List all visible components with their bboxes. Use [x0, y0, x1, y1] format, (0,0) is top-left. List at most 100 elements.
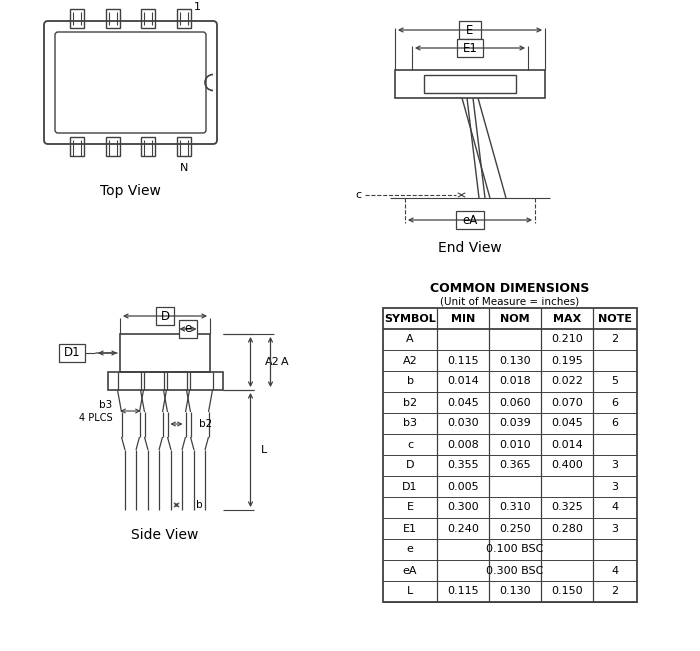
Bar [177, 137, 191, 156]
Text: b2: b2 [403, 398, 417, 408]
Text: (Unit of Measure = inches): (Unit of Measure = inches) [440, 296, 580, 306]
Text: e: e [184, 322, 192, 335]
Text: 0.045: 0.045 [551, 419, 583, 428]
Text: NOTE: NOTE [598, 314, 632, 324]
Text: 0.022: 0.022 [551, 376, 583, 387]
Text: D: D [160, 309, 169, 322]
Text: 0.030: 0.030 [447, 419, 479, 428]
Text: End View: End View [438, 241, 502, 255]
Text: 3: 3 [612, 482, 619, 492]
Text: 0.310: 0.310 [499, 503, 531, 512]
Text: 0.060: 0.060 [499, 398, 531, 408]
Bar [108, 372, 223, 390]
Bar [424, 75, 516, 93]
Bar [156, 307, 174, 325]
Text: 0.325: 0.325 [551, 503, 583, 512]
Text: A2: A2 [402, 355, 417, 365]
Bar [70, 137, 84, 156]
Text: E: E [466, 23, 474, 36]
Text: D: D [406, 460, 414, 471]
Text: L: L [407, 587, 413, 596]
Text: 0.045: 0.045 [447, 398, 479, 408]
Text: A: A [281, 357, 288, 367]
Text: b3: b3 [403, 419, 417, 428]
Text: 0.070: 0.070 [551, 398, 583, 408]
Text: 6: 6 [612, 419, 619, 428]
Text: 0.039: 0.039 [499, 419, 531, 428]
Text: b3: b3 [99, 400, 113, 410]
Text: Top View: Top View [100, 184, 161, 198]
Text: 0.010: 0.010 [499, 439, 531, 449]
Text: c: c [355, 190, 361, 200]
Text: 0.300: 0.300 [447, 503, 479, 512]
Bar [106, 137, 120, 156]
Bar [59, 344, 85, 362]
Text: 5: 5 [612, 376, 619, 387]
Bar [457, 39, 483, 57]
Text: COMMON DIMENSIONS: COMMON DIMENSIONS [430, 281, 589, 294]
Text: eA: eA [402, 566, 417, 575]
Bar [177, 9, 191, 28]
Text: D1: D1 [64, 346, 80, 359]
Bar [456, 211, 484, 229]
Text: 0.130: 0.130 [499, 587, 531, 596]
Text: 0.008: 0.008 [447, 439, 479, 449]
Text: 4: 4 [611, 503, 619, 512]
Bar [395, 70, 545, 98]
Text: b: b [196, 500, 202, 510]
Text: b: b [407, 376, 414, 387]
Text: E1: E1 [403, 523, 417, 534]
Text: 0.130: 0.130 [499, 355, 531, 365]
Bar [120, 334, 210, 372]
Text: SYMBOL: SYMBOL [384, 314, 436, 324]
Text: 0.018: 0.018 [499, 376, 531, 387]
Text: A: A [406, 335, 414, 344]
Text: 0.115: 0.115 [447, 587, 479, 596]
Text: 0.005: 0.005 [447, 482, 479, 492]
Text: 0.210: 0.210 [551, 335, 583, 344]
Text: 3: 3 [612, 460, 619, 471]
Text: 0.195: 0.195 [551, 355, 583, 365]
Text: eA: eA [463, 214, 477, 227]
Text: b2: b2 [199, 419, 213, 429]
Text: 0.300 BSC: 0.300 BSC [486, 566, 544, 575]
Bar [141, 9, 155, 28]
Text: 2: 2 [611, 335, 619, 344]
Text: 1: 1 [194, 2, 201, 12]
Text: MIN: MIN [451, 314, 475, 324]
Text: e: e [407, 544, 414, 555]
Text: c: c [407, 439, 413, 449]
Text: 4 PLCS: 4 PLCS [79, 413, 113, 423]
Bar [179, 320, 197, 338]
FancyBboxPatch shape [44, 21, 217, 144]
Text: L: L [260, 445, 267, 455]
Text: N: N [180, 163, 188, 173]
Bar [141, 137, 155, 156]
Text: A2: A2 [265, 357, 279, 367]
Text: 0.365: 0.365 [499, 460, 531, 471]
Text: 0.355: 0.355 [447, 460, 479, 471]
Text: D1: D1 [402, 482, 418, 492]
Bar [106, 9, 120, 28]
Text: MAX: MAX [553, 314, 581, 324]
Text: 3: 3 [612, 523, 619, 534]
Bar [383, 308, 637, 602]
Bar [459, 21, 481, 39]
Text: 0.250: 0.250 [499, 523, 531, 534]
Text: 2: 2 [611, 587, 619, 596]
Text: E1: E1 [463, 42, 477, 55]
Text: 0.400: 0.400 [551, 460, 583, 471]
Text: 0.014: 0.014 [551, 439, 583, 449]
Text: 0.280: 0.280 [551, 523, 583, 534]
Text: 0.100 BSC: 0.100 BSC [486, 544, 544, 555]
Text: 6: 6 [612, 398, 619, 408]
Text: NOM: NOM [500, 314, 530, 324]
Text: Side View: Side View [132, 528, 199, 542]
Text: 0.150: 0.150 [551, 587, 583, 596]
Bar [70, 9, 84, 28]
Text: E: E [407, 503, 414, 512]
Text: 0.240: 0.240 [447, 523, 479, 534]
Text: 0.014: 0.014 [447, 376, 479, 387]
Text: 0.115: 0.115 [447, 355, 479, 365]
Text: 4: 4 [611, 566, 619, 575]
